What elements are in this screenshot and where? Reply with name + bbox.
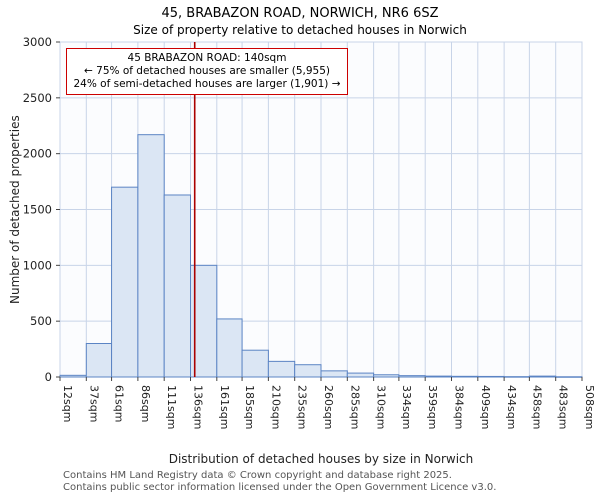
y-tick-label: 0 bbox=[45, 370, 52, 384]
y-tick-label: 1000 bbox=[23, 258, 52, 272]
x-axis-label: Distribution of detached houses by size … bbox=[168, 452, 474, 466]
histogram-bar bbox=[373, 374, 400, 378]
x-tick-label: 334sqm bbox=[400, 385, 413, 429]
histogram-bar bbox=[111, 186, 139, 378]
x-tick-label: 260sqm bbox=[322, 385, 335, 429]
x-tick-label: 61sqm bbox=[113, 385, 126, 422]
x-tick-label: 434sqm bbox=[505, 385, 518, 429]
annotation-line1: 45 BRABAZON ROAD: 140sqm bbox=[127, 52, 287, 64]
histogram-bar bbox=[477, 375, 505, 378]
annotation-line3: 24% of semi-detached houses are larger (… bbox=[73, 78, 341, 90]
x-tick-label: 508sqm bbox=[583, 385, 596, 429]
histogram-bar bbox=[424, 375, 452, 378]
histogram-bar bbox=[216, 318, 243, 378]
histogram-bar bbox=[163, 194, 191, 378]
y-tick-label: 500 bbox=[30, 314, 52, 328]
x-tick-label: 111sqm bbox=[165, 385, 178, 429]
chart-title: 45, BRABAZON ROAD, NORWICH, NR6 6SZ bbox=[161, 6, 439, 21]
x-tick-label: 136sqm bbox=[192, 385, 205, 429]
x-tick-label: 12sqm bbox=[61, 385, 74, 422]
histogram-bar bbox=[267, 360, 296, 378]
x-tick-label: 483sqm bbox=[557, 385, 570, 429]
histogram-bar bbox=[528, 375, 557, 378]
x-tick-label: 310sqm bbox=[375, 385, 388, 429]
x-tick-label: 285sqm bbox=[348, 385, 361, 429]
y-tick-label: 1500 bbox=[23, 203, 52, 217]
attribution-footer: Contains HM Land Registry data © Crown c… bbox=[63, 470, 496, 493]
x-tick-label: 359sqm bbox=[426, 385, 439, 429]
histogram-bar bbox=[85, 343, 113, 378]
x-tick-label: 37sqm bbox=[87, 385, 100, 422]
x-tick-label: 86sqm bbox=[139, 385, 152, 422]
histogram-bar bbox=[320, 370, 348, 378]
y-tick-label: 2000 bbox=[23, 147, 52, 161]
footer-line1: Contains HM Land Registry data © Crown c… bbox=[63, 470, 452, 481]
y-tick-label: 3000 bbox=[23, 35, 52, 49]
annotation-line2: ← 75% of detached houses are smaller (5,… bbox=[84, 65, 330, 77]
x-tick-label: 409sqm bbox=[479, 385, 492, 429]
x-tick-label: 210sqm bbox=[269, 385, 282, 429]
histogram-bar bbox=[59, 374, 87, 378]
histogram-bar bbox=[346, 372, 375, 378]
x-tick-label: 185sqm bbox=[243, 385, 256, 429]
x-tick-label: 161sqm bbox=[218, 385, 231, 429]
histogram-bar bbox=[503, 376, 530, 378]
histogram-bar bbox=[137, 134, 165, 378]
x-tick-label: 458sqm bbox=[530, 385, 543, 429]
y-tick-label: 2500 bbox=[23, 91, 52, 105]
marker-annotation: 45 BRABAZON ROAD: 140sqm ← 75% of detach… bbox=[66, 48, 348, 95]
histogram-bar bbox=[241, 349, 269, 378]
histogram-bar bbox=[294, 364, 322, 378]
footer-line2: Contains public sector information licen… bbox=[63, 481, 497, 493]
x-tick-label: 235sqm bbox=[296, 385, 309, 429]
chart-subtitle: Size of property relative to detached ho… bbox=[133, 23, 467, 37]
x-tick-label: 384sqm bbox=[453, 385, 466, 429]
histogram-bar bbox=[555, 376, 583, 378]
histogram-bar bbox=[398, 375, 426, 378]
histogram-bar bbox=[451, 375, 479, 378]
